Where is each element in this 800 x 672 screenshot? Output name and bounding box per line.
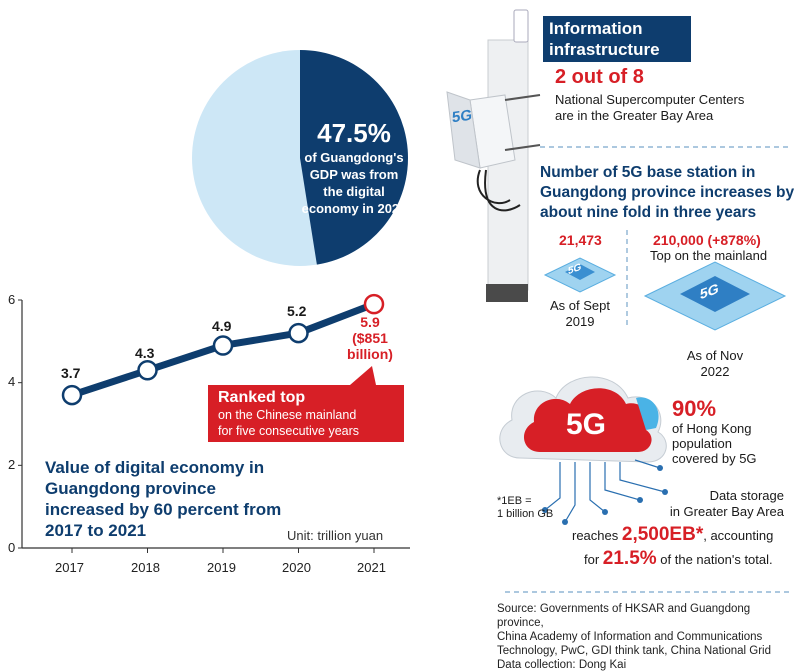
ranked-subtitle-1: on the Chinese mainland — [218, 408, 357, 422]
ranked-subtitle-2: for five consecutive years — [218, 424, 360, 438]
5g-pole-illustration — [446, 9, 541, 302]
chart-unit: Unit: trillion yuan — [287, 528, 384, 543]
data-label-2017: 3.7 — [61, 365, 81, 381]
storage-for: for — [584, 552, 600, 567]
source-line-1: Source: Governments of HKSAR and Guangdo… — [497, 603, 751, 629]
hk-text-2: population — [672, 436, 732, 451]
antenna-cable — [476, 169, 511, 205]
pie-percent: 47.5% — [317, 118, 391, 148]
line-chart-axes — [18, 299, 410, 553]
base-station-heading: Number of 5G base station in Guangdong p… — [540, 163, 794, 223]
supercomputer-text: National Supercomputer Centers are in th… — [555, 92, 744, 124]
info-infrastructure-banner: Information infrastructure — [543, 16, 691, 62]
ranked-title: Ranked top — [218, 389, 306, 406]
base-station-2022-note: Top on the mainland — [650, 248, 768, 263]
pie-description: of Guangdong's GDP was from the digital … — [301, 150, 407, 216]
5g-cloud-illustration — [499, 376, 668, 525]
banner-line-2: infrastructure — [549, 40, 660, 59]
supercomputer-text-2: are in the Greater Bay Area — [555, 108, 714, 123]
data-point-2021 — [363, 293, 385, 315]
storage-amount: 2,500EB* — [621, 524, 704, 545]
hk-coverage-percent: 90% — [672, 396, 717, 421]
date-2022-line-2: 2022 — [700, 364, 730, 379]
data-label-2020: 5.2 — [287, 303, 307, 319]
data-circuit-nodes — [542, 465, 668, 525]
cloud-blue-accent — [636, 397, 659, 430]
source-line-2: China Academy of Information and Communi… — [497, 631, 763, 643]
antenna-bracket — [504, 94, 541, 101]
ranked-callout: Ranked top on the Chinese mainland for f… — [208, 385, 404, 442]
storage-accounting: , accounting — [703, 528, 774, 543]
y-tick-2: 2 — [8, 457, 16, 472]
data-label-2019: 4.9 — [212, 318, 232, 334]
data-point-2017 — [61, 384, 83, 406]
base-station-2019-value: 21,473 — [559, 232, 602, 248]
storage-reaches-line: reaches 2,500EB*, accounting — [572, 524, 773, 546]
cloud-front — [523, 388, 652, 452]
eb-footnote-1: *1EB = — [497, 495, 532, 507]
pole-base — [486, 284, 528, 302]
x-tick-2020: 2020 — [282, 560, 311, 575]
base-station-heading-3: about nine fold in three years — [540, 204, 757, 221]
eb-footnote-2: 1 billion GB — [497, 508, 554, 520]
storage-share-line: for 21.5% of the nation's total. — [584, 548, 773, 570]
pole-top-cap — [513, 9, 529, 43]
base-station-heading-2: Guangdong province increases by — [540, 184, 795, 201]
cloud-5g-label: 5G — [566, 408, 607, 441]
source-block: Source: Governments of HKSAR and Guangdo… — [497, 602, 797, 672]
antenna-bracket-2 — [504, 144, 541, 151]
x-tick-2018: 2018 — [131, 560, 160, 575]
source-line-4: Data collection: Dong Kai — [497, 659, 627, 671]
pie-label: 47.5% of Guangdong's GDP was from the di… — [300, 118, 408, 217]
data-point-2020 — [288, 322, 309, 344]
storage-line-2: in Greater Bay Area — [669, 504, 784, 519]
small-5g-chip-icon — [543, 257, 617, 293]
pie-chart — [192, 50, 408, 266]
storage-tail: of the nation's total. — [660, 552, 773, 567]
eb-footnote: *1EB = 1 billion GB — [497, 495, 553, 521]
y-tick-6: 6 — [8, 292, 16, 307]
line-series — [61, 293, 385, 406]
data-point-2018 — [137, 360, 158, 381]
date-2019-line-2: 2019 — [565, 314, 595, 329]
banner-line-1: Information — [549, 19, 643, 38]
date-2022-line-1: As of Nov — [686, 348, 744, 363]
large-chip-core — [680, 276, 750, 312]
data-point-2019 — [212, 335, 234, 356]
x-tick-2017: 2017 — [55, 560, 84, 575]
ranked-callout-pointer — [350, 366, 376, 385]
storage-share: 21.5% — [602, 548, 657, 569]
pie-slice-digital-economy — [300, 50, 408, 265]
hk-coverage-text: of Hong Kong population covered by 5G — [672, 421, 757, 466]
y-tick-0: 0 — [8, 540, 16, 555]
y-tick-4: 4 — [8, 374, 16, 389]
data-label-2018: 4.3 — [135, 345, 155, 361]
hk-text-1: of Hong Kong — [672, 421, 752, 436]
5g-antenna-side — [446, 91, 481, 169]
supercomputer-text-1: National Supercomputer Centers — [555, 92, 745, 107]
source-line-3: Technology, PwC, GDI think tank, China N… — [497, 645, 771, 657]
data-circuit-lines — [544, 459, 666, 523]
base-station-2022-date: As of Nov 2022 — [675, 348, 755, 380]
chart-title: Value of digital economy in Guangdong pr… — [45, 458, 282, 540]
x-tick-2019: 2019 — [207, 560, 236, 575]
pole-5g-label: 5G — [452, 106, 473, 127]
supercomputer-count: 2 out of 8 — [555, 66, 644, 88]
data-label-2021: 5.9 ($851 billion) — [347, 314, 393, 362]
base-station-2019-date: As of Sept 2019 — [540, 298, 620, 330]
base-station-heading-1: Number of 5G base station in — [540, 164, 756, 181]
storage-text: Data storage in Greater Bay Area — [600, 488, 784, 520]
storage-reaches: reaches — [572, 528, 619, 543]
hk-text-3: covered by 5G — [672, 451, 757, 466]
large-5g-chip-icon — [643, 261, 787, 331]
date-2019-line-1: As of Sept — [550, 298, 610, 313]
antenna-cable-2 — [484, 169, 521, 212]
small-chip-core — [565, 264, 595, 280]
base-station-2022-value: 210,000 (+878%) — [653, 232, 761, 248]
storage-line-1: Data storage — [709, 488, 784, 503]
x-tick-2021: 2021 — [357, 560, 386, 575]
